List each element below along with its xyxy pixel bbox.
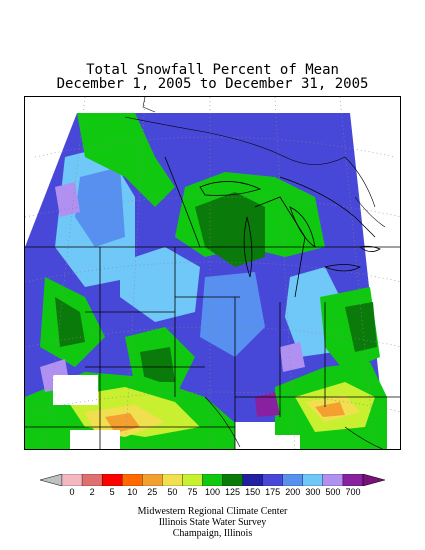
legend-swatch — [122, 474, 143, 486]
legend-over-arrow — [362, 474, 385, 486]
legend-swatch — [342, 474, 364, 486]
great-lakes — [199, 181, 381, 278]
legend-swatch — [302, 474, 324, 486]
region-darkgreen-west — [55, 297, 85, 347]
canada-outline — [124, 97, 386, 228]
legend-tick-label: 50 — [167, 487, 178, 497]
region-darkgreen-wi — [195, 192, 265, 267]
region-orange-southeast — [315, 402, 345, 417]
legend-swatch — [322, 474, 344, 486]
nodata-sw2 — [70, 430, 120, 449]
region-lavender-nw — [55, 182, 80, 217]
legend-swatch — [61, 474, 83, 486]
credit-line1: Midwestern Regional Climate Center — [137, 506, 288, 517]
legend-swatch — [101, 474, 123, 486]
legend-swatch — [202, 474, 223, 486]
legend-tick-label: 200 — [285, 487, 301, 497]
legend-tick-label: 25 — [147, 487, 158, 497]
coastline — [204, 396, 384, 449]
legend-swatch — [262, 474, 283, 486]
region-green-north — [77, 113, 175, 207]
legend-swatch — [182, 474, 203, 486]
legend-tick-label: 5 — [109, 487, 115, 497]
region-lavender-se — [280, 342, 305, 372]
map-canvas — [25, 97, 400, 449]
region-skyblue-mid — [200, 272, 265, 357]
nodata-sw1 — [53, 375, 98, 405]
legend-tick-label: 300 — [305, 487, 321, 497]
region-lightblue-mid — [120, 247, 200, 322]
legend-under-arrow — [40, 474, 63, 486]
state-boundaries — [25, 156, 400, 449]
region-skyblue-west — [75, 167, 125, 247]
legend-tick-label: 100 — [204, 487, 221, 497]
legend-tick-label: 75 — [187, 487, 198, 497]
graticule — [25, 97, 400, 449]
legend-swatch — [142, 474, 163, 486]
map-title-line2: December 1, 2005 to December 31, 2005 — [56, 76, 369, 92]
nodata-se — [270, 435, 300, 449]
region-orange-south — [105, 413, 140, 433]
legend-tick-label: 125 — [225, 487, 241, 497]
credit-line3: Champaign, Illinois — [172, 528, 253, 539]
legend-swatch — [222, 474, 243, 486]
credit-line2: Illinois State Water Survey — [158, 517, 267, 528]
legend-tick-label: 0 — [69, 487, 75, 497]
region-darkgreen-east — [345, 302, 377, 352]
legend-swatch — [162, 474, 183, 486]
legend-swatch — [242, 474, 263, 486]
legend-tick-label: 10 — [127, 487, 138, 497]
legend-swatch — [81, 474, 103, 486]
legend-tick-label: 150 — [245, 487, 261, 497]
nodata-s — [235, 422, 275, 449]
legend-tick-label: 175 — [265, 487, 281, 497]
color-legend-bar — [40, 474, 385, 486]
region-darkgreen-plains — [140, 347, 175, 382]
legend-tick-label: 700 — [345, 487, 361, 497]
legend-tick-label: 2 — [89, 487, 95, 497]
region-purple-se — [255, 392, 280, 417]
map-title-line1: Total Snowfall Percent of Mean — [86, 62, 339, 78]
snowfall-map — [24, 96, 401, 450]
legend-swatch — [282, 474, 303, 486]
legend-tick-label: 500 — [325, 487, 341, 497]
